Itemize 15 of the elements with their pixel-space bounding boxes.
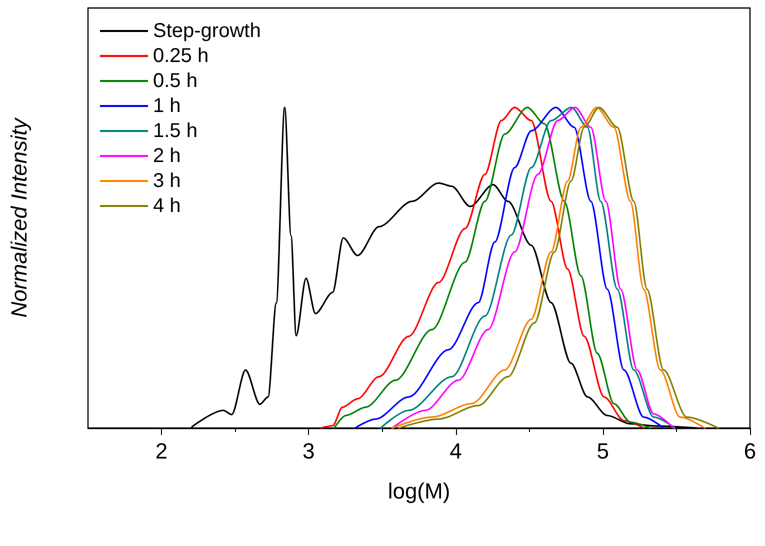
x-tick-label: 5 — [596, 438, 610, 464]
x-axis-title: log(M) — [388, 478, 450, 504]
y-axis-title: Normalized Intensity — [6, 116, 32, 318]
legend-label: 0.25 h — [153, 45, 209, 67]
legend-label: 1.5 h — [153, 120, 198, 142]
legend-label: Step-growth — [153, 20, 261, 42]
x-tick-label: 3 — [302, 438, 315, 464]
legend-label: 3 h — [153, 170, 181, 192]
legend-label: 0.5 h — [153, 70, 198, 92]
legend-label: 1 h — [153, 95, 181, 117]
x-tick-label: 2 — [155, 438, 168, 464]
x-tick-label: 6 — [744, 438, 756, 464]
x-tick-label: 4 — [450, 438, 462, 464]
legend-label: 4 h — [153, 195, 181, 217]
legend-label: 2 h — [153, 145, 181, 167]
